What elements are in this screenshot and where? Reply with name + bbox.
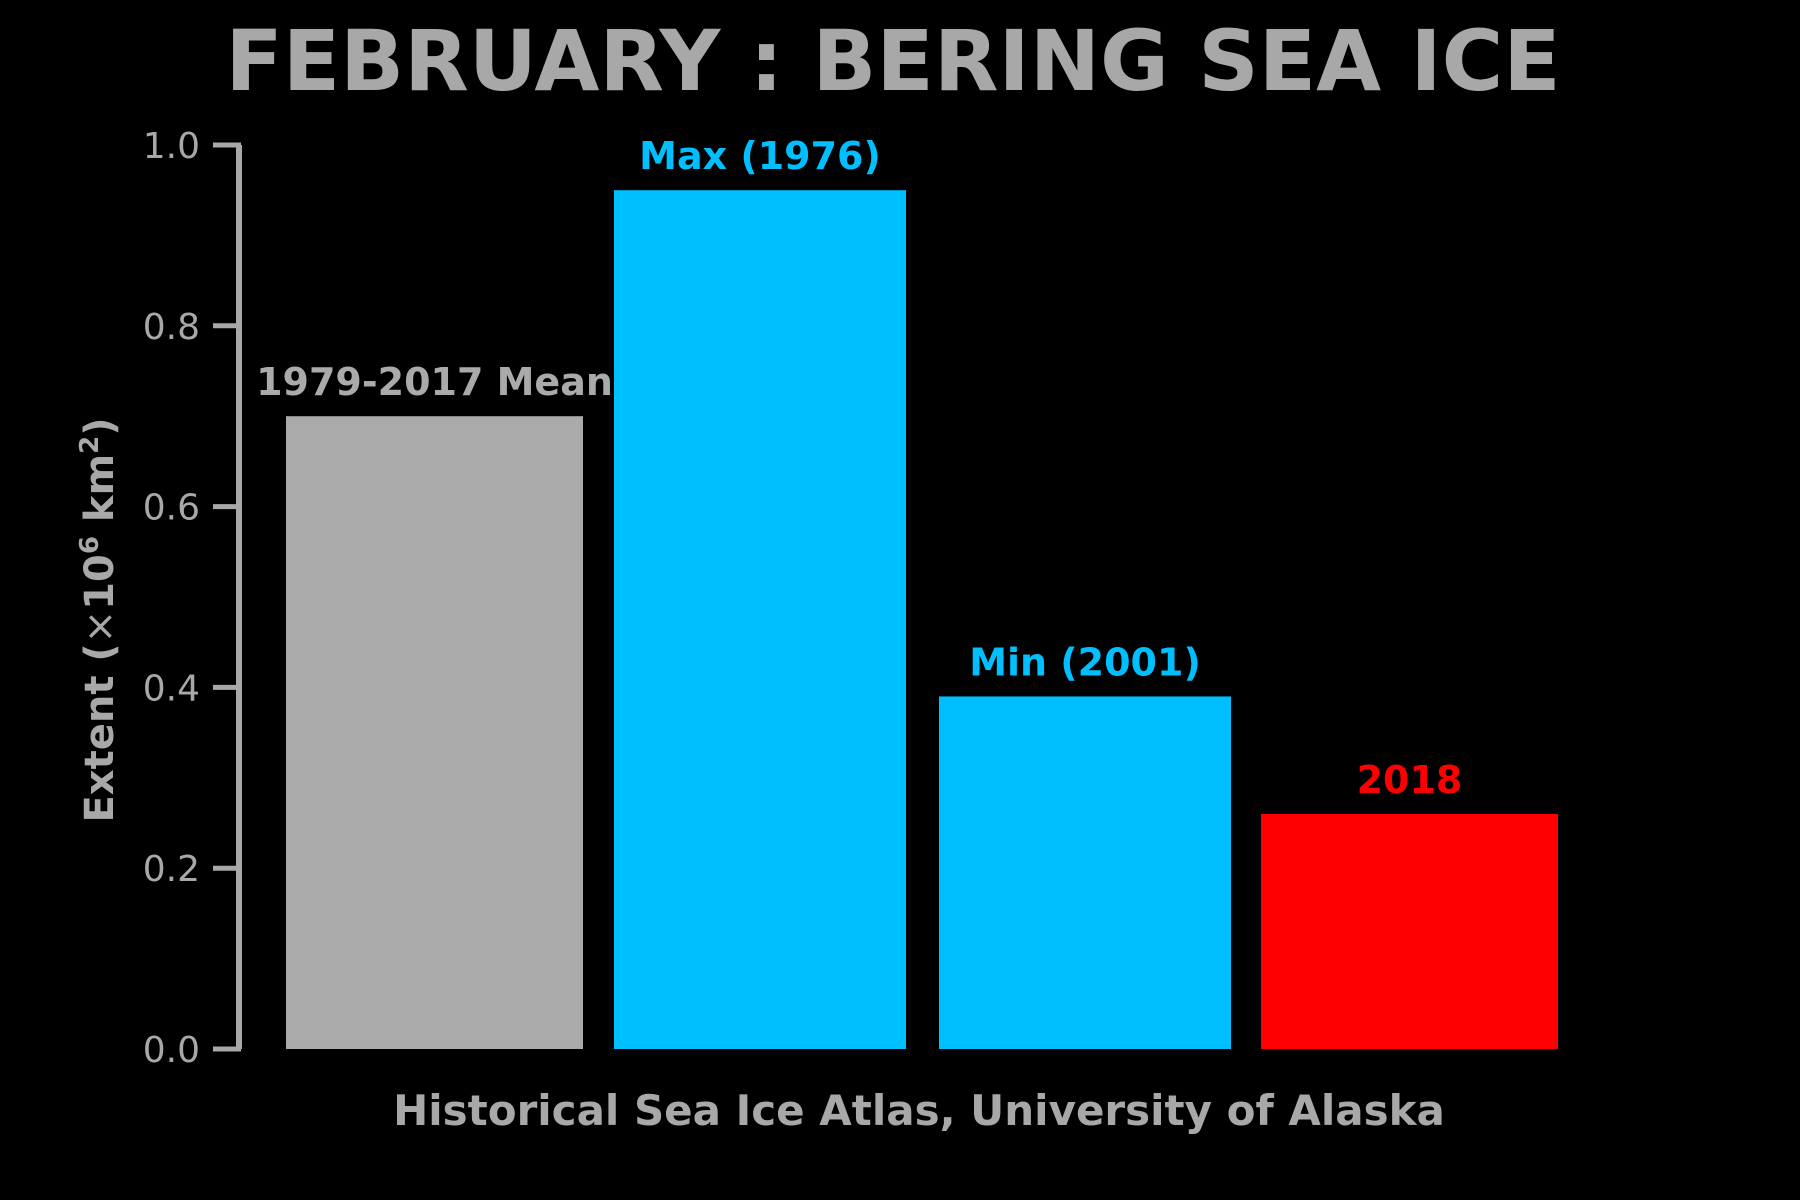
bar-label: 2018 [1357, 758, 1463, 802]
y-tick-label: 0.6 [143, 488, 200, 529]
y-axis-label-exponent: 6 [75, 536, 105, 554]
y-tick-label: 0.2 [143, 849, 200, 890]
bar-label: Min (2001) [969, 640, 1201, 684]
bars-group [286, 190, 1558, 1049]
bar [1261, 813, 1558, 1049]
y-axis: 0.0 0.2 0.4 0.6 0.8 1.0 [143, 126, 242, 1071]
y-axis-label-base: 10 [77, 554, 123, 610]
bar [286, 416, 583, 1049]
y-axis-label-unit-exponent: 2 [75, 436, 105, 454]
y-axis-label-times: × [77, 610, 123, 644]
bar-label: 1979-2017 Mean [256, 360, 613, 404]
y-tick-label: 0.0 [143, 1030, 200, 1071]
y-tick-label: 1.0 [143, 126, 200, 167]
bar-labels-group: 1979-2017 Mean Max (1976) Min (2001) 2018 [256, 134, 1462, 802]
y-axis-label-unit: km [77, 454, 123, 536]
x-axis-label: Historical Sea Ice Atlas, University of … [393, 1086, 1445, 1135]
bar [939, 696, 1231, 1049]
chart-title: FEBRUARY : BERING SEA ICE [225, 12, 1560, 110]
y-tick-label: 0.8 [143, 307, 200, 348]
y-axis-label: Extent (×106 km2) [75, 417, 123, 822]
y-tick-label: 0.4 [143, 668, 200, 709]
y-axis-label-suffix: ) [77, 417, 123, 435]
y-axis-label-prefix: Extent ( [77, 643, 123, 822]
bar-label: Max (1976) [639, 134, 881, 178]
bar [614, 190, 906, 1049]
